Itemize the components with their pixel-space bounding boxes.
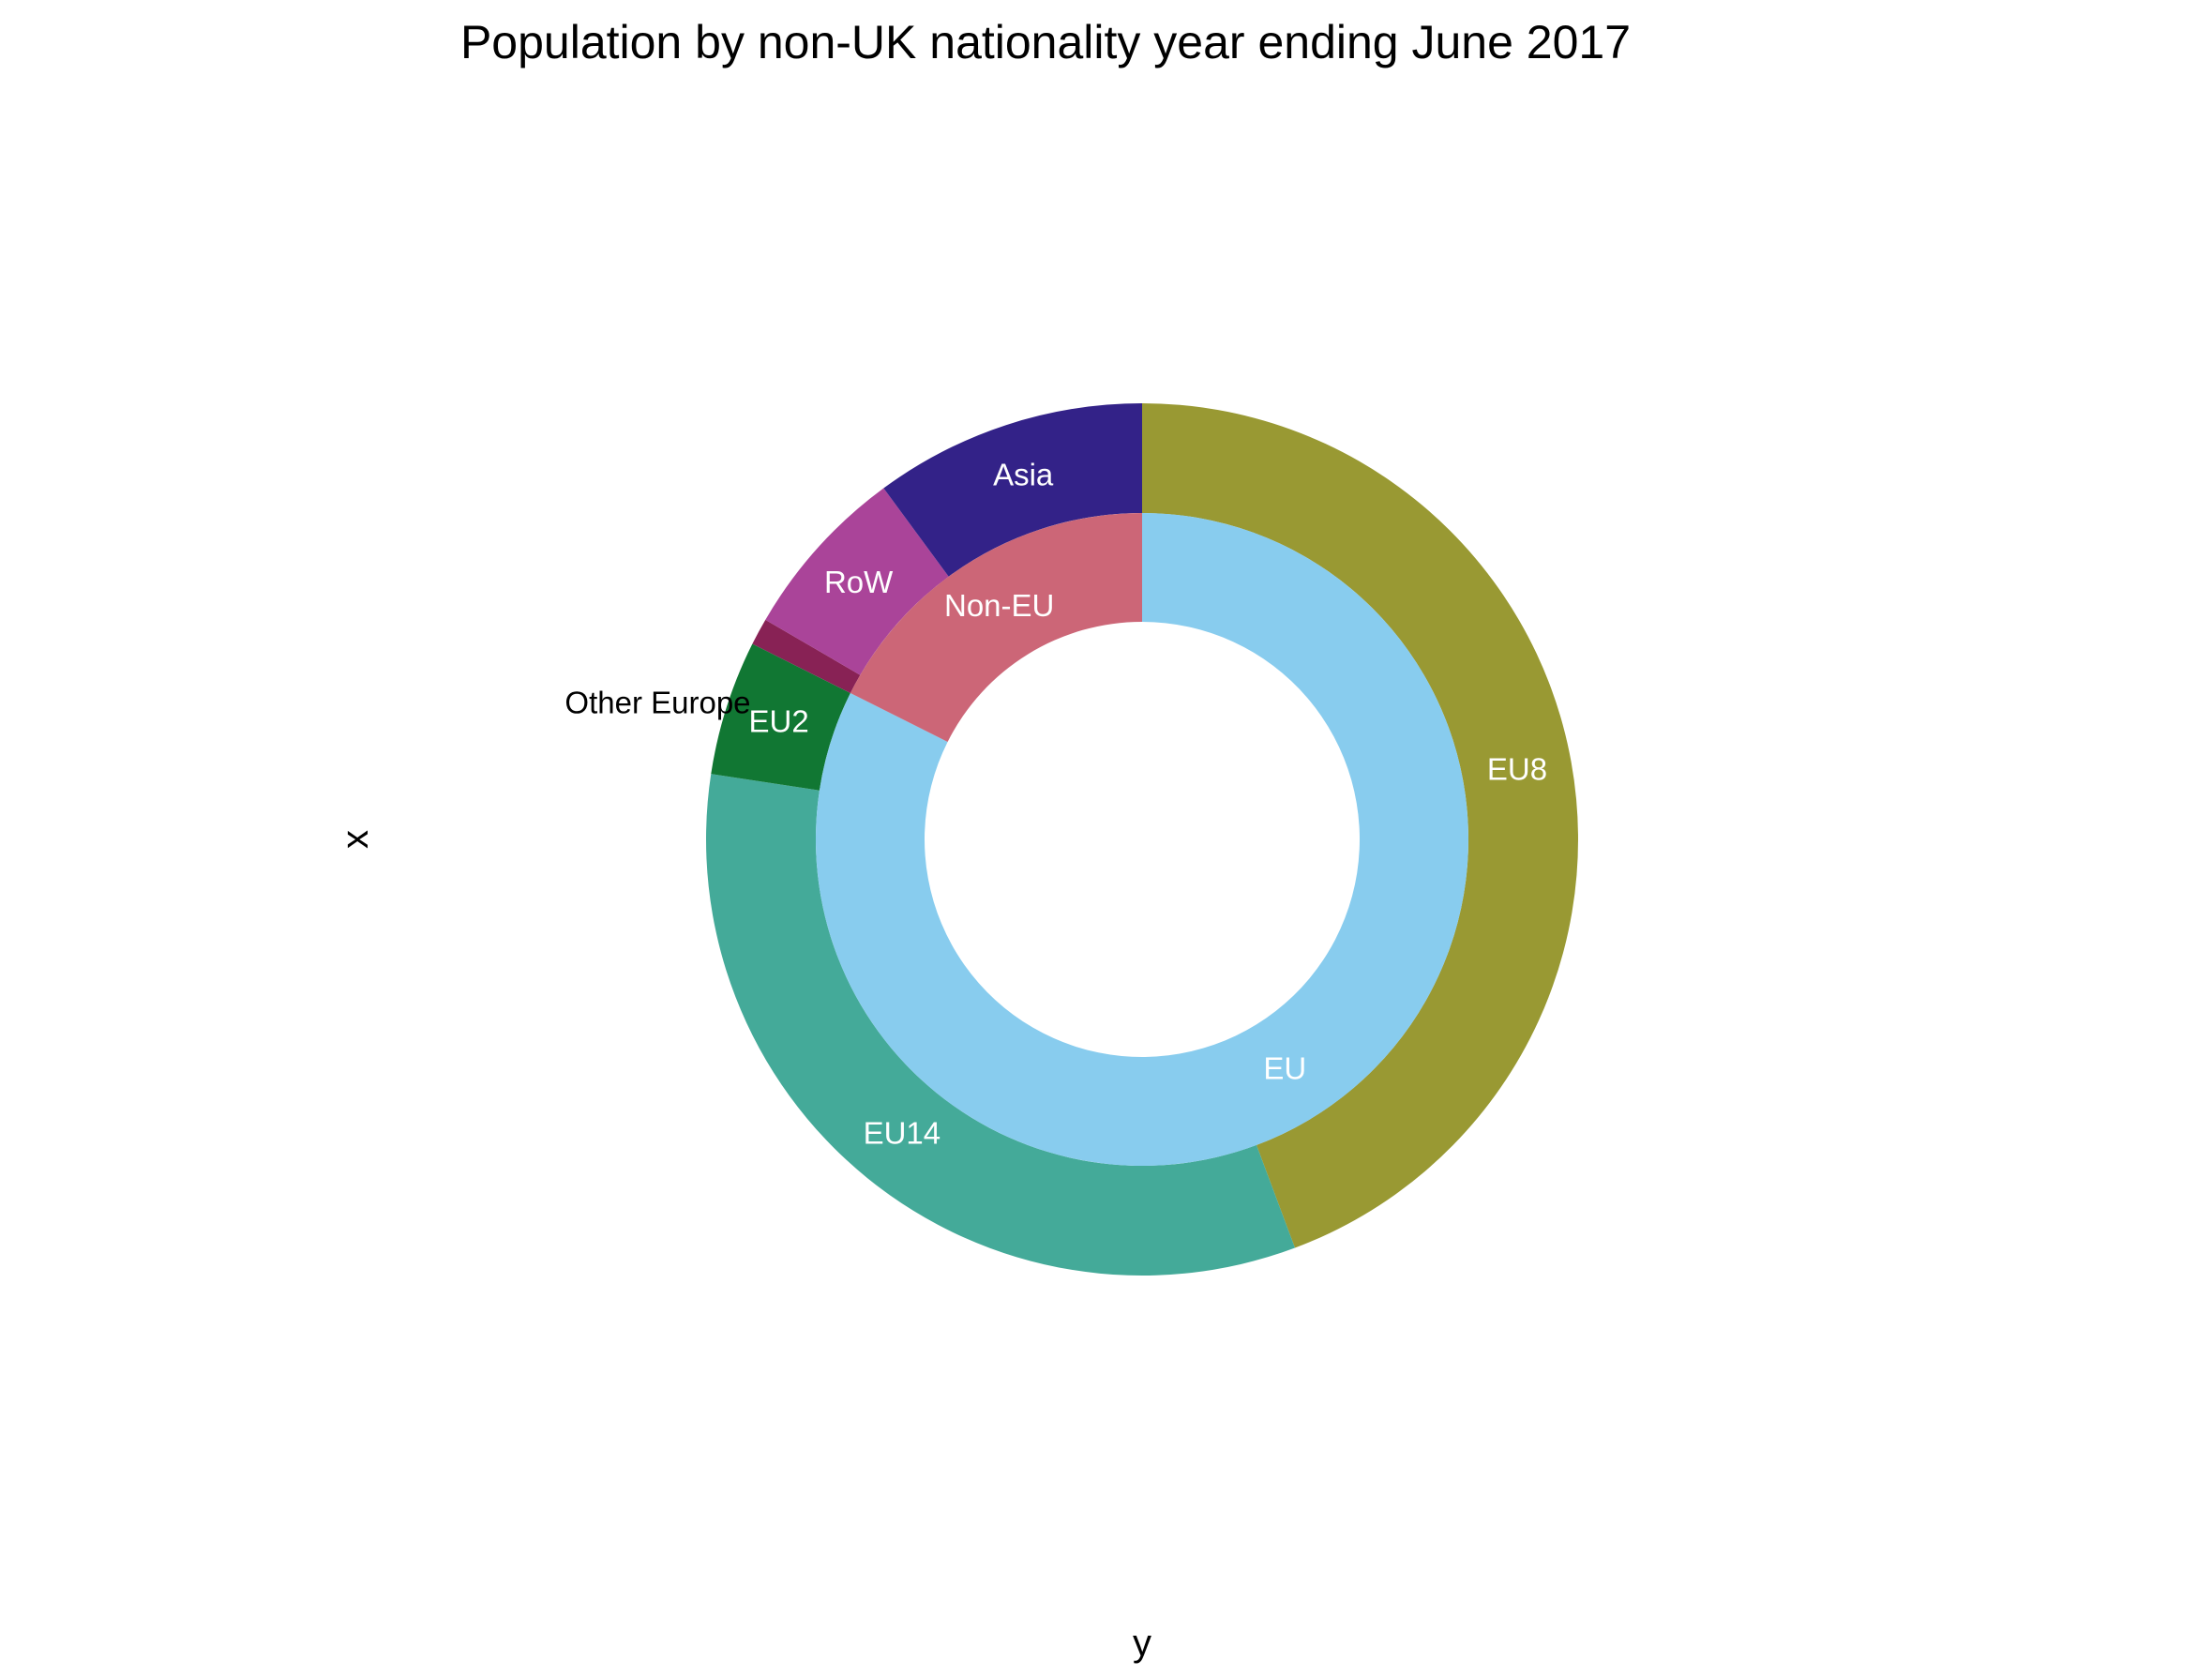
slice-inner-eu — [815, 513, 1468, 1166]
x-axis-label: y — [1133, 1623, 1151, 1664]
slice-outer-asia — [883, 403, 1142, 577]
slice-outer-row — [765, 488, 949, 675]
slice-outer-eu8 — [1142, 403, 1579, 1248]
slice-outer-other-europe — [752, 619, 861, 693]
outer-ring — [706, 403, 1579, 1276]
slice-label-row: RoW — [824, 565, 894, 599]
slice-label-eu2: EU2 — [749, 704, 809, 739]
inner-ring — [815, 513, 1468, 1166]
slice-label-eu: EU — [1263, 1051, 1306, 1086]
slice-label-non-eu: Non-EU — [944, 588, 1054, 623]
chart-title: Population by non-UK nationality year en… — [460, 16, 1631, 68]
slice-label-eu8: EU8 — [1487, 751, 1547, 786]
slice-label-asia: Asia — [993, 458, 1054, 492]
slice-inner-non-eu — [850, 513, 1142, 742]
slice-outer-eu14 — [706, 774, 1295, 1276]
y-axis-label: x — [335, 830, 376, 849]
slice-label-other-europe: Other Europe — [564, 686, 750, 720]
slice-outer-eu2 — [711, 643, 850, 791]
slice-label-eu14: EU14 — [864, 1115, 941, 1150]
